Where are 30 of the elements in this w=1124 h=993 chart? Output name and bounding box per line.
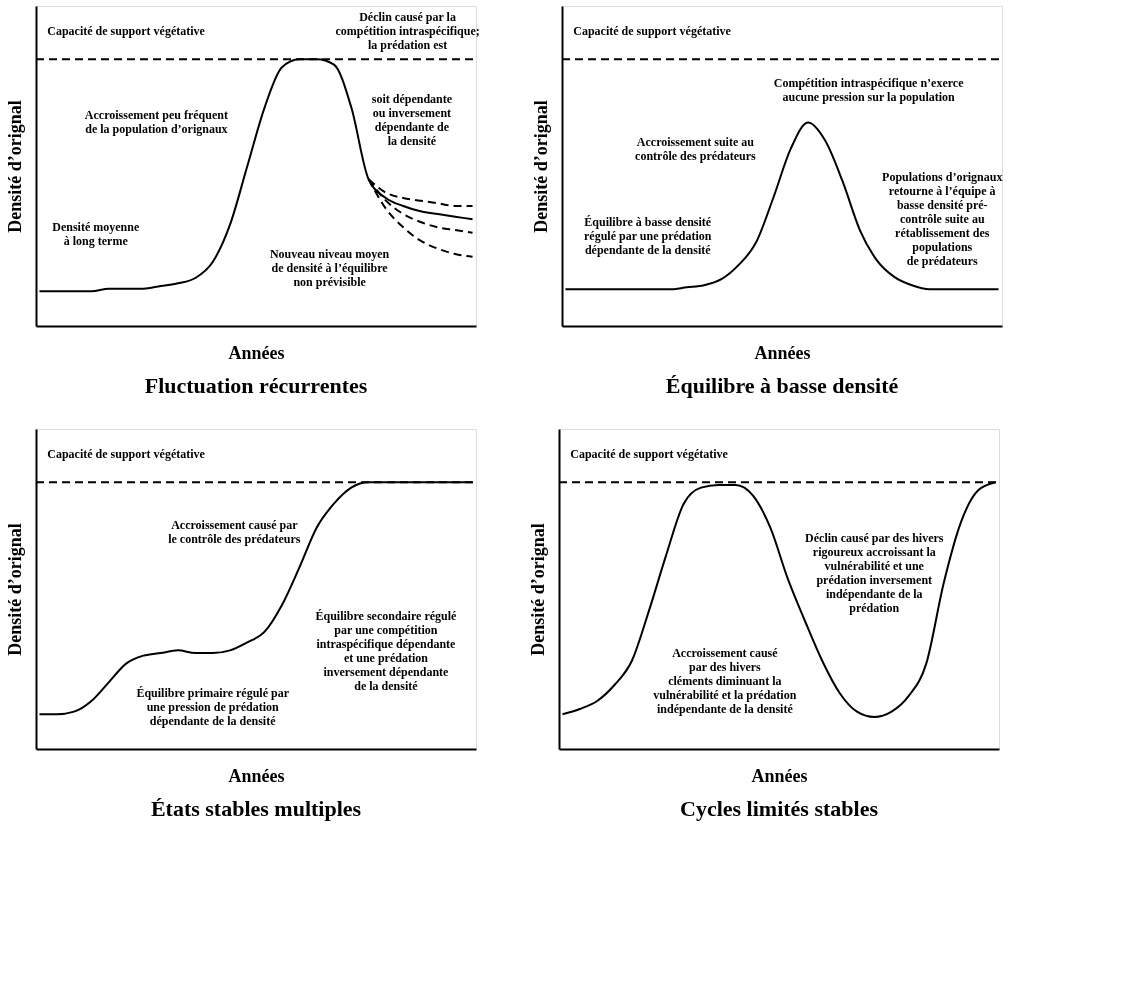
annotation: Accroissement causé par le contrôle des prédateurs: [168, 518, 301, 546]
annotation: Équilibre primaire régulé par une pression de prédation dépendante de la densité: [136, 686, 290, 728]
annotation: soit dépendante ou inversement dépendante de la densité: [371, 92, 453, 149]
text: Déclin causé par la compétition intraspécifique; la prédation est: [335, 9, 480, 52]
text: Fluctuation récurrentes: [144, 373, 368, 398]
ref-line-label: Capacité de support végétative: [47, 23, 206, 38]
annotation: Équilibre secondaire régulé par une compétition intraspécifique dépendante et une prédation inversement dépendante de la densité: [315, 608, 458, 693]
y-axis-title: Densité d’orignal: [4, 523, 25, 656]
y-axis-title: Densité d’orignal: [530, 100, 551, 233]
y-axis-title: Densité d’orignal: [527, 523, 548, 656]
y-axis-title: Densité d’orignal: [4, 100, 25, 233]
annotation: Accroissement peu fréquent de la population d’orignaux: [84, 108, 228, 137]
text: États stables multiples: [150, 796, 362, 821]
annotation: Accroissement causé par des hivers cléments diminuant la vulnérabilité et la prédation indépendante de la densité: [653, 646, 797, 716]
annotation: Déclin causé par des hivers rigoureux accroissant la vulnérabilité et une prédation inversement indépendante de la prédation: [805, 531, 944, 616]
annotation: Équilibre à basse densité régulé par une prédation dépendante de la densité: [584, 215, 712, 257]
x-axis-title: Années: [751, 765, 808, 786]
ref-line-label: Capacité de support végétative: [570, 446, 729, 461]
annotation: Densité moyenne à long terme: [52, 220, 140, 249]
ref-line-label: Capacité de support végétative: [573, 23, 732, 38]
annotation: Nouveau niveau moyen de densité à l’équilibre non prévisible: [269, 247, 390, 289]
x-axis-title: Années: [228, 765, 285, 786]
ref-line-label: Capacité de support végétative: [47, 446, 206, 461]
text: Cycles limités stables: [680, 796, 879, 821]
annotation: Accroissement suite au contrôle des prédateurs: [635, 135, 757, 163]
x-axis-title: Années: [228, 342, 285, 363]
annotation: Populations d’orignaux retourne à l’équipe à basse densité pré- contrôle suite au rétablissement des populations de prédateurs: [882, 169, 1003, 268]
text: Compétition intraspécifique n’exerce aucune pression sur la population: [773, 76, 965, 105]
text: Équilibre à basse densité: [665, 373, 899, 398]
x-axis-title: Années: [754, 342, 811, 363]
